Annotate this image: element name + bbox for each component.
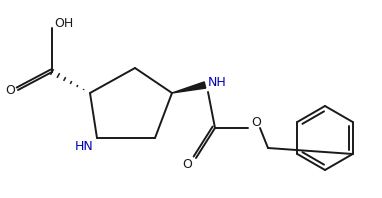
Text: O: O	[182, 159, 192, 171]
Text: O: O	[251, 115, 261, 129]
Text: OH: OH	[54, 16, 74, 30]
Text: HN: HN	[74, 141, 93, 153]
Polygon shape	[172, 82, 206, 93]
Text: NH: NH	[208, 75, 227, 89]
Text: O: O	[5, 84, 15, 96]
